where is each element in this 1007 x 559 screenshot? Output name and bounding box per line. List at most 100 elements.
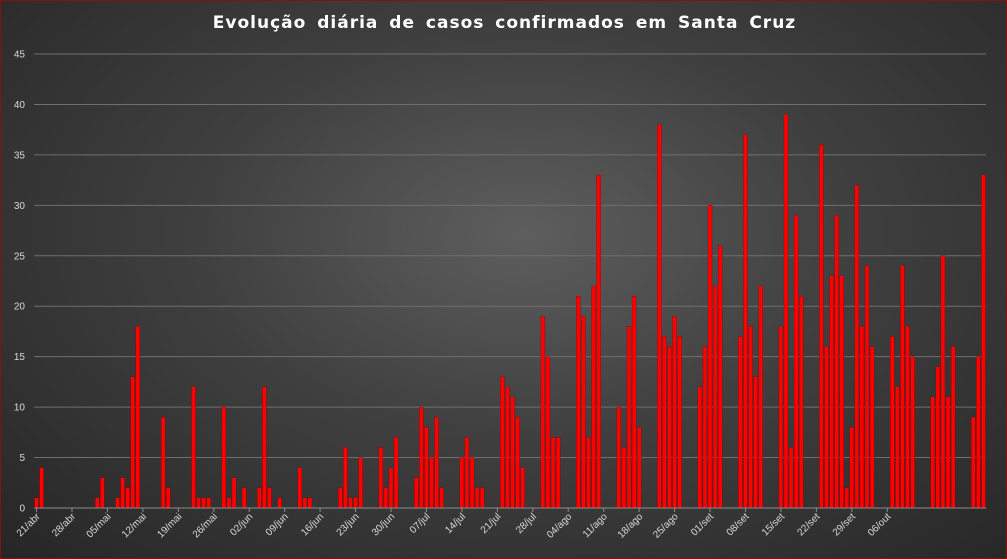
x-tick-label: 30/jun	[370, 511, 397, 538]
x-tick-label: 06/out	[866, 511, 894, 539]
bar	[515, 417, 520, 509]
bar	[834, 215, 839, 509]
chart-title: Evolução diária de casos confirmados em …	[212, 13, 797, 33]
bar	[859, 326, 865, 509]
bar	[550, 437, 556, 509]
bar	[191, 386, 196, 509]
bar	[206, 497, 211, 509]
bar	[414, 477, 419, 509]
bar	[221, 406, 227, 509]
bar	[799, 295, 804, 509]
bar	[849, 427, 854, 509]
y-tick-label: 30	[14, 201, 26, 212]
bar	[338, 487, 343, 509]
bar	[302, 497, 308, 509]
bar	[672, 316, 677, 509]
x-tick-label: 07/jul	[408, 511, 433, 536]
bar	[500, 376, 505, 509]
bar	[100, 477, 105, 509]
bar	[388, 467, 394, 509]
bar	[277, 497, 282, 509]
bar	[945, 396, 951, 509]
bar	[718, 245, 723, 509]
y-tick-label: 5	[19, 453, 25, 464]
bar	[621, 447, 627, 509]
x-tick-label: 21/jul	[479, 511, 504, 536]
x-tick-label: 09/jun	[264, 511, 291, 538]
y-tick-label: 25	[14, 251, 26, 262]
bar	[707, 205, 713, 509]
bar	[459, 457, 465, 509]
x-tick-label: 28/abr	[50, 511, 78, 539]
bar	[702, 346, 708, 509]
bar	[677, 336, 682, 509]
bar	[829, 275, 834, 509]
bar	[748, 326, 753, 509]
y-tick-label: 10	[14, 403, 26, 414]
bar	[505, 386, 510, 509]
bar	[824, 346, 829, 509]
bar	[540, 316, 546, 509]
bar	[596, 174, 601, 509]
bar	[226, 497, 232, 509]
bar	[307, 497, 313, 509]
y-tick-label: 20	[14, 302, 26, 313]
bar	[378, 447, 383, 509]
bar	[439, 487, 444, 509]
bar	[297, 467, 302, 509]
bar	[383, 487, 389, 509]
bar	[616, 406, 622, 509]
bar	[555, 437, 561, 509]
bar	[657, 124, 662, 509]
x-tick-label: 26/mai	[191, 511, 220, 540]
bar	[844, 487, 849, 509]
x-tick-label: 01/set	[689, 511, 716, 538]
bar	[890, 336, 895, 509]
bar	[120, 477, 125, 509]
x-tick-label: 05/mai	[85, 511, 114, 540]
y-tick-label: 35	[14, 150, 26, 161]
bar	[343, 447, 348, 509]
bar	[231, 477, 237, 509]
bar	[981, 174, 986, 509]
bar	[262, 386, 267, 509]
bar	[34, 497, 39, 509]
bar	[348, 497, 353, 509]
bar	[520, 467, 525, 509]
x-tick-label: 28/jul	[514, 511, 539, 536]
bar	[753, 376, 758, 509]
bar	[166, 487, 171, 509]
bar	[125, 487, 130, 509]
bar	[510, 396, 515, 509]
x-tick-label: 15/set	[760, 511, 787, 538]
bar	[940, 255, 946, 509]
x-tick-label: 19/mai	[155, 511, 184, 540]
x-tick-label: 22/set	[795, 511, 822, 538]
bar	[637, 427, 642, 509]
bar	[393, 437, 399, 509]
bar	[864, 265, 870, 509]
bar	[419, 406, 424, 509]
bar	[160, 417, 166, 509]
y-tick-label: 0	[19, 504, 25, 515]
bar	[242, 487, 247, 509]
bar	[783, 114, 789, 509]
bar	[39, 467, 44, 509]
bar	[793, 215, 799, 509]
bar	[778, 326, 784, 509]
bar	[474, 487, 480, 509]
bar	[130, 376, 135, 509]
bar	[905, 326, 910, 509]
x-tick-label: 12/mai	[120, 511, 149, 540]
bar	[935, 366, 941, 509]
bar	[95, 497, 100, 509]
bar	[950, 346, 956, 509]
bar	[788, 447, 794, 509]
bar	[434, 417, 439, 509]
bar	[581, 316, 586, 509]
bar	[353, 497, 358, 509]
bar	[626, 326, 632, 509]
bar	[591, 285, 596, 509]
bar	[115, 497, 120, 509]
